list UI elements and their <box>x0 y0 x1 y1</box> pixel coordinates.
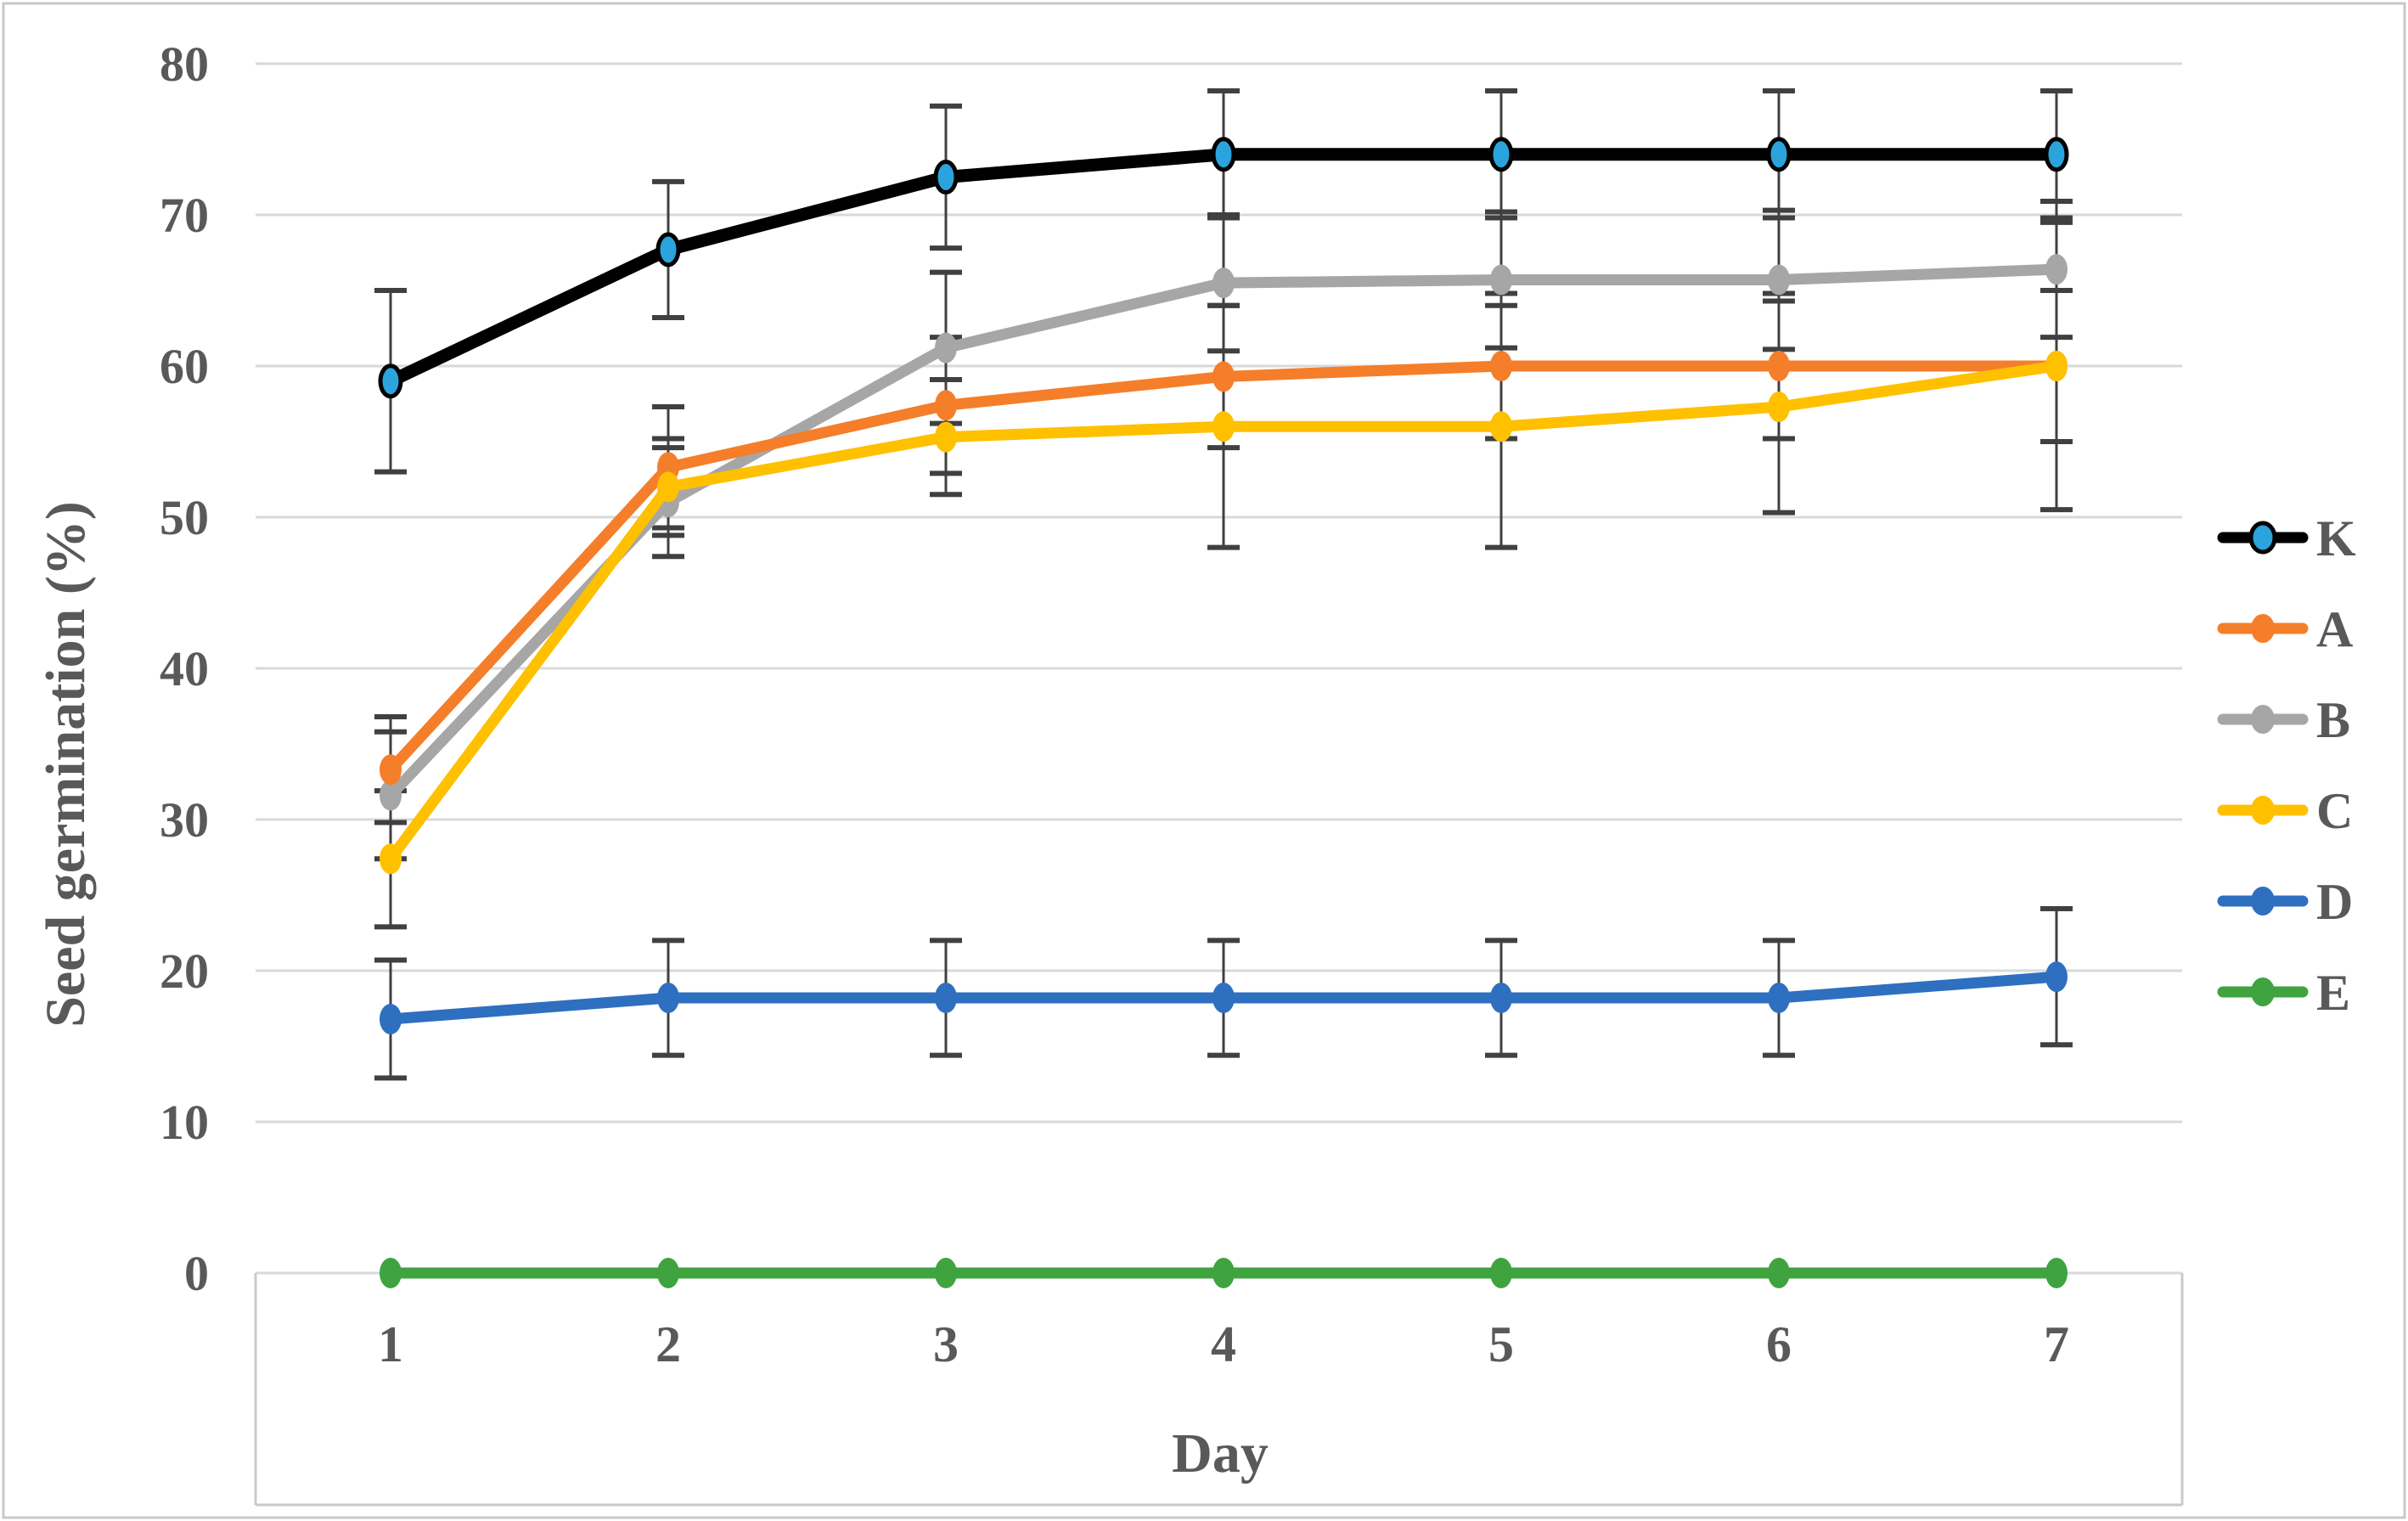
marker-K <box>1766 137 1792 172</box>
legend-marker-D <box>2251 887 2275 915</box>
marker-D <box>380 1003 402 1034</box>
marker-D <box>1212 983 1235 1014</box>
marker-E <box>1212 1258 1235 1288</box>
legend-marker-A <box>2251 614 2275 643</box>
legend-label-C: C <box>2316 783 2353 839</box>
marker-B <box>2045 254 2068 285</box>
marker-K <box>2044 137 2069 172</box>
marker-C <box>2045 351 2068 381</box>
series-C <box>380 351 2068 875</box>
marker-D <box>2045 961 2068 993</box>
axis-tick-labels: 0 10 20 30 40 50 60 70 80 1 2 3 4 5 6 7 <box>160 37 2069 1372</box>
y-tick-label: 0 <box>184 1246 209 1301</box>
data-series <box>378 137 2069 1288</box>
marker-D <box>1490 983 1512 1014</box>
legend-item-K: K <box>2217 510 2356 566</box>
y-tick-label: 20 <box>160 944 209 999</box>
legend-marker-B <box>2251 705 2275 734</box>
marker-A <box>935 390 957 421</box>
x-tick-label: 5 <box>1488 1316 1514 1372</box>
y-tick-label: 50 <box>160 490 209 545</box>
marker-A <box>1490 351 1512 381</box>
marker-K <box>655 232 681 268</box>
x-tick-label: 2 <box>655 1316 681 1372</box>
legend-label-E: E <box>2316 965 2350 1021</box>
marker-E <box>1768 1258 1790 1288</box>
legend-item-B: B <box>2217 692 2350 748</box>
marker-B <box>380 780 402 811</box>
y-tick-label: 70 <box>160 188 209 243</box>
x-tick-label: 6 <box>1766 1316 1792 1372</box>
marker-E <box>380 1258 402 1288</box>
marker-D <box>657 983 679 1014</box>
y-tick-label: 80 <box>160 37 209 92</box>
marker-B <box>1212 268 1235 299</box>
plot-area-border <box>254 1273 2184 1507</box>
marker-C <box>380 843 402 875</box>
legend-label-K: K <box>2316 510 2356 566</box>
x-axis-title: Day <box>1172 1422 1269 1484</box>
marker-A <box>1212 361 1235 392</box>
marker-E <box>2045 1258 2068 1288</box>
marker-A <box>1768 351 1790 381</box>
legend-marker-E <box>2251 977 2275 1006</box>
marker-C <box>1768 392 1790 423</box>
marker-C <box>935 421 957 453</box>
legend-label-A: A <box>2316 601 2353 657</box>
x-tick-label: 3 <box>933 1316 959 1372</box>
y-tick-label: 10 <box>160 1095 209 1150</box>
marker-E <box>1490 1258 1512 1288</box>
marker-A <box>380 754 402 786</box>
y-tick-label: 60 <box>160 339 209 394</box>
y-axis-title: Seed germination (%) <box>35 501 97 1028</box>
marker-K <box>933 160 959 194</box>
series-K <box>378 137 2069 399</box>
marker-B <box>1768 264 1790 296</box>
legend-item-E: E <box>2217 965 2350 1021</box>
marker-K <box>378 363 403 399</box>
marker-K <box>1211 137 1236 172</box>
marker-B <box>1490 264 1512 296</box>
x-tick-label: 4 <box>1211 1316 1236 1372</box>
marker-C <box>657 471 679 503</box>
marker-E <box>935 1258 957 1288</box>
x-tick-label: 1 <box>378 1316 403 1372</box>
gridlines <box>256 62 2182 1275</box>
series-E <box>380 1258 2068 1288</box>
y-tick-label: 40 <box>160 641 209 696</box>
legend-label-B: B <box>2316 692 2350 748</box>
legend-label-D: D <box>2316 874 2353 930</box>
legend-item-D: D <box>2217 874 2353 930</box>
marker-E <box>657 1258 679 1288</box>
error-bars <box>374 88 2073 1081</box>
marker-C <box>1212 411 1235 442</box>
legend-item-A: A <box>2217 601 2353 657</box>
x-tick-label: 7 <box>2044 1316 2069 1372</box>
marker-D <box>1768 983 1790 1014</box>
legend-item-C: C <box>2217 783 2353 839</box>
series-D <box>380 961 2068 1034</box>
marker-C <box>1490 411 1512 442</box>
marker-K <box>1488 137 1514 172</box>
marker-D <box>935 983 957 1014</box>
legend-marker-C <box>2251 796 2275 825</box>
y-tick-label: 30 <box>160 792 209 848</box>
marker-B <box>935 332 957 363</box>
legend-marker-K <box>2248 521 2277 555</box>
